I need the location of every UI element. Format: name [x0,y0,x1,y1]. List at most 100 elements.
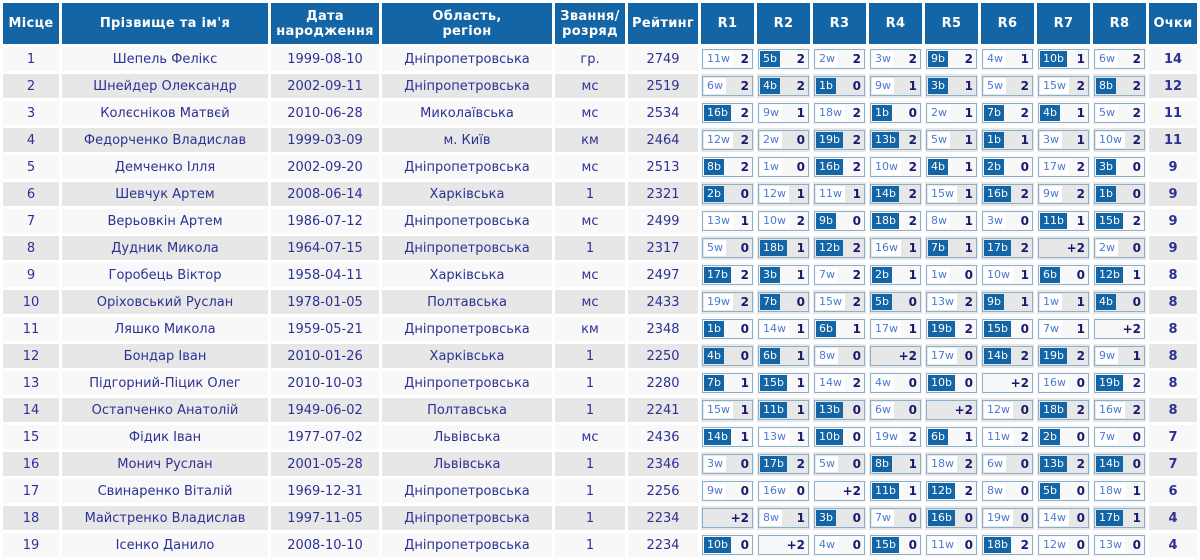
round-score: 0 [1132,160,1141,174]
round-score: 1 [964,187,973,201]
round-result-box: 17b 2 [758,454,809,474]
round-score: 1 [1020,295,1029,309]
round-score: 0 [740,187,749,201]
round-score: 2 [740,268,749,282]
round-cell: 13b 0 [813,398,866,422]
round-score: 0 [1020,484,1029,498]
col-header-region: Область, регіон [382,3,552,44]
title-cell: мс [555,290,625,314]
opponent-chip: 3w [984,213,1006,229]
round-cell: 1b 0 [1093,182,1146,206]
round-result-box: +2 [926,400,977,420]
opponent-chip: 9w [1096,348,1118,364]
round-cell: 1b 0 [813,74,866,98]
round-cell: 13w 2 [925,290,978,314]
round-result-box: 1w 1 [1038,292,1089,312]
round-cell: 18b 2 [1037,398,1090,422]
round-score: 1 [796,511,805,525]
dob-cell: 2001-05-28 [271,452,379,476]
round-score: 2 [1076,79,1085,93]
dob-cell: 2008-06-14 [271,182,379,206]
round-result-box: 18b 1 [758,238,809,258]
round-score: 2 [740,160,749,174]
round-result-box: 5w 1 [926,130,977,150]
round-score: 2 [1076,187,1085,201]
round-score: 1 [964,214,973,228]
round-score: 2 [740,79,749,93]
round-result-box: 11w 1 [814,184,865,204]
round-result-box: 3b 1 [926,76,977,96]
round-result-box: 14b 0 [1094,454,1145,474]
round-result-box: 5w 0 [814,454,865,474]
dob-cell: 2010-01-26 [271,344,379,368]
round-score: 1 [852,322,861,336]
round-result-box: 15b 0 [982,319,1033,339]
round-result-box: 15w 1 [702,400,753,420]
round-cell: 2w 2 [813,47,866,71]
round-score: 1 [908,268,917,282]
round-score: 2 [1020,349,1029,363]
region-cell: Дніпропетровська [382,479,552,503]
place-cell: 9 [3,263,59,287]
round-result-box: 18b 2 [1038,400,1089,420]
round-cell: 8w 0 [813,344,866,368]
place-cell: 18 [3,506,59,530]
player-name-cell: Оріховський Руслан [62,290,268,314]
round-cell: 1w 1 [1037,290,1090,314]
round-score: +2 [898,349,917,363]
round-result-box: 13w 1 [702,211,753,231]
round-score: 0 [1076,268,1085,282]
round-cell: 14w 1 [757,317,810,341]
col-header-r1: R1 [701,3,754,44]
round-score: 1 [964,160,973,174]
round-score: 0 [852,457,861,471]
round-result-box: 9w 0 [702,481,753,501]
place-cell: 7 [3,209,59,233]
round-result-box: 14b 2 [870,184,921,204]
round-result-box: 17b 2 [982,238,1033,258]
points-cell: 9 [1149,209,1197,233]
round-score: 2 [852,295,861,309]
round-cell: 3w 0 [981,209,1034,233]
round-result-box: 8w 1 [758,508,809,528]
round-score: 0 [852,349,861,363]
round-cell: 17b 2 [701,263,754,287]
opponent-chip: 5b [872,294,892,310]
round-cell: 7w 2 [813,263,866,287]
round-result-box: +2 [758,535,809,555]
round-cell: 7b 1 [701,371,754,395]
round-score: 2 [1020,241,1029,255]
round-result-box: 17b 2 [702,265,753,285]
opponent-chip: 14w [760,321,789,337]
points-cell: 8 [1149,398,1197,422]
col-header-r2: R2 [757,3,810,44]
round-result-box: 5w 0 [702,238,753,258]
opponent-chip: 7w [816,267,838,283]
round-cell: 19b 2 [813,128,866,152]
round-cell: 4b 0 [1093,290,1146,314]
round-result-box: 19b 2 [1094,373,1145,393]
round-cell: 2w 0 [1093,236,1146,260]
round-cell: 19w 2 [701,290,754,314]
round-result-box: 11w 2 [702,49,753,69]
table-row: 17 Свинаренко Віталій 1969-12-31 Дніпропетр… [3,479,1197,503]
round-result-box: 6w 2 [702,76,753,96]
col-header-title: Звання/ розряд [555,3,625,44]
points-cell: 11 [1149,128,1197,152]
round-cell: 3b 1 [757,263,810,287]
round-score: 2 [852,133,861,147]
round-cell: 18b 1 [757,236,810,260]
round-score: 2 [740,106,749,120]
round-result-box: 17w 0 [926,346,977,366]
opponent-chip: 18b [872,213,899,229]
round-score: 0 [1020,403,1029,417]
round-score: 0 [796,133,805,147]
opponent-chip: 18b [984,537,1011,553]
title-cell: 1 [555,371,625,395]
place-cell: 19 [3,533,59,557]
opponent-chip: 10w [1096,132,1125,148]
round-cell: 15w 1 [701,398,754,422]
round-score: 1 [964,133,973,147]
